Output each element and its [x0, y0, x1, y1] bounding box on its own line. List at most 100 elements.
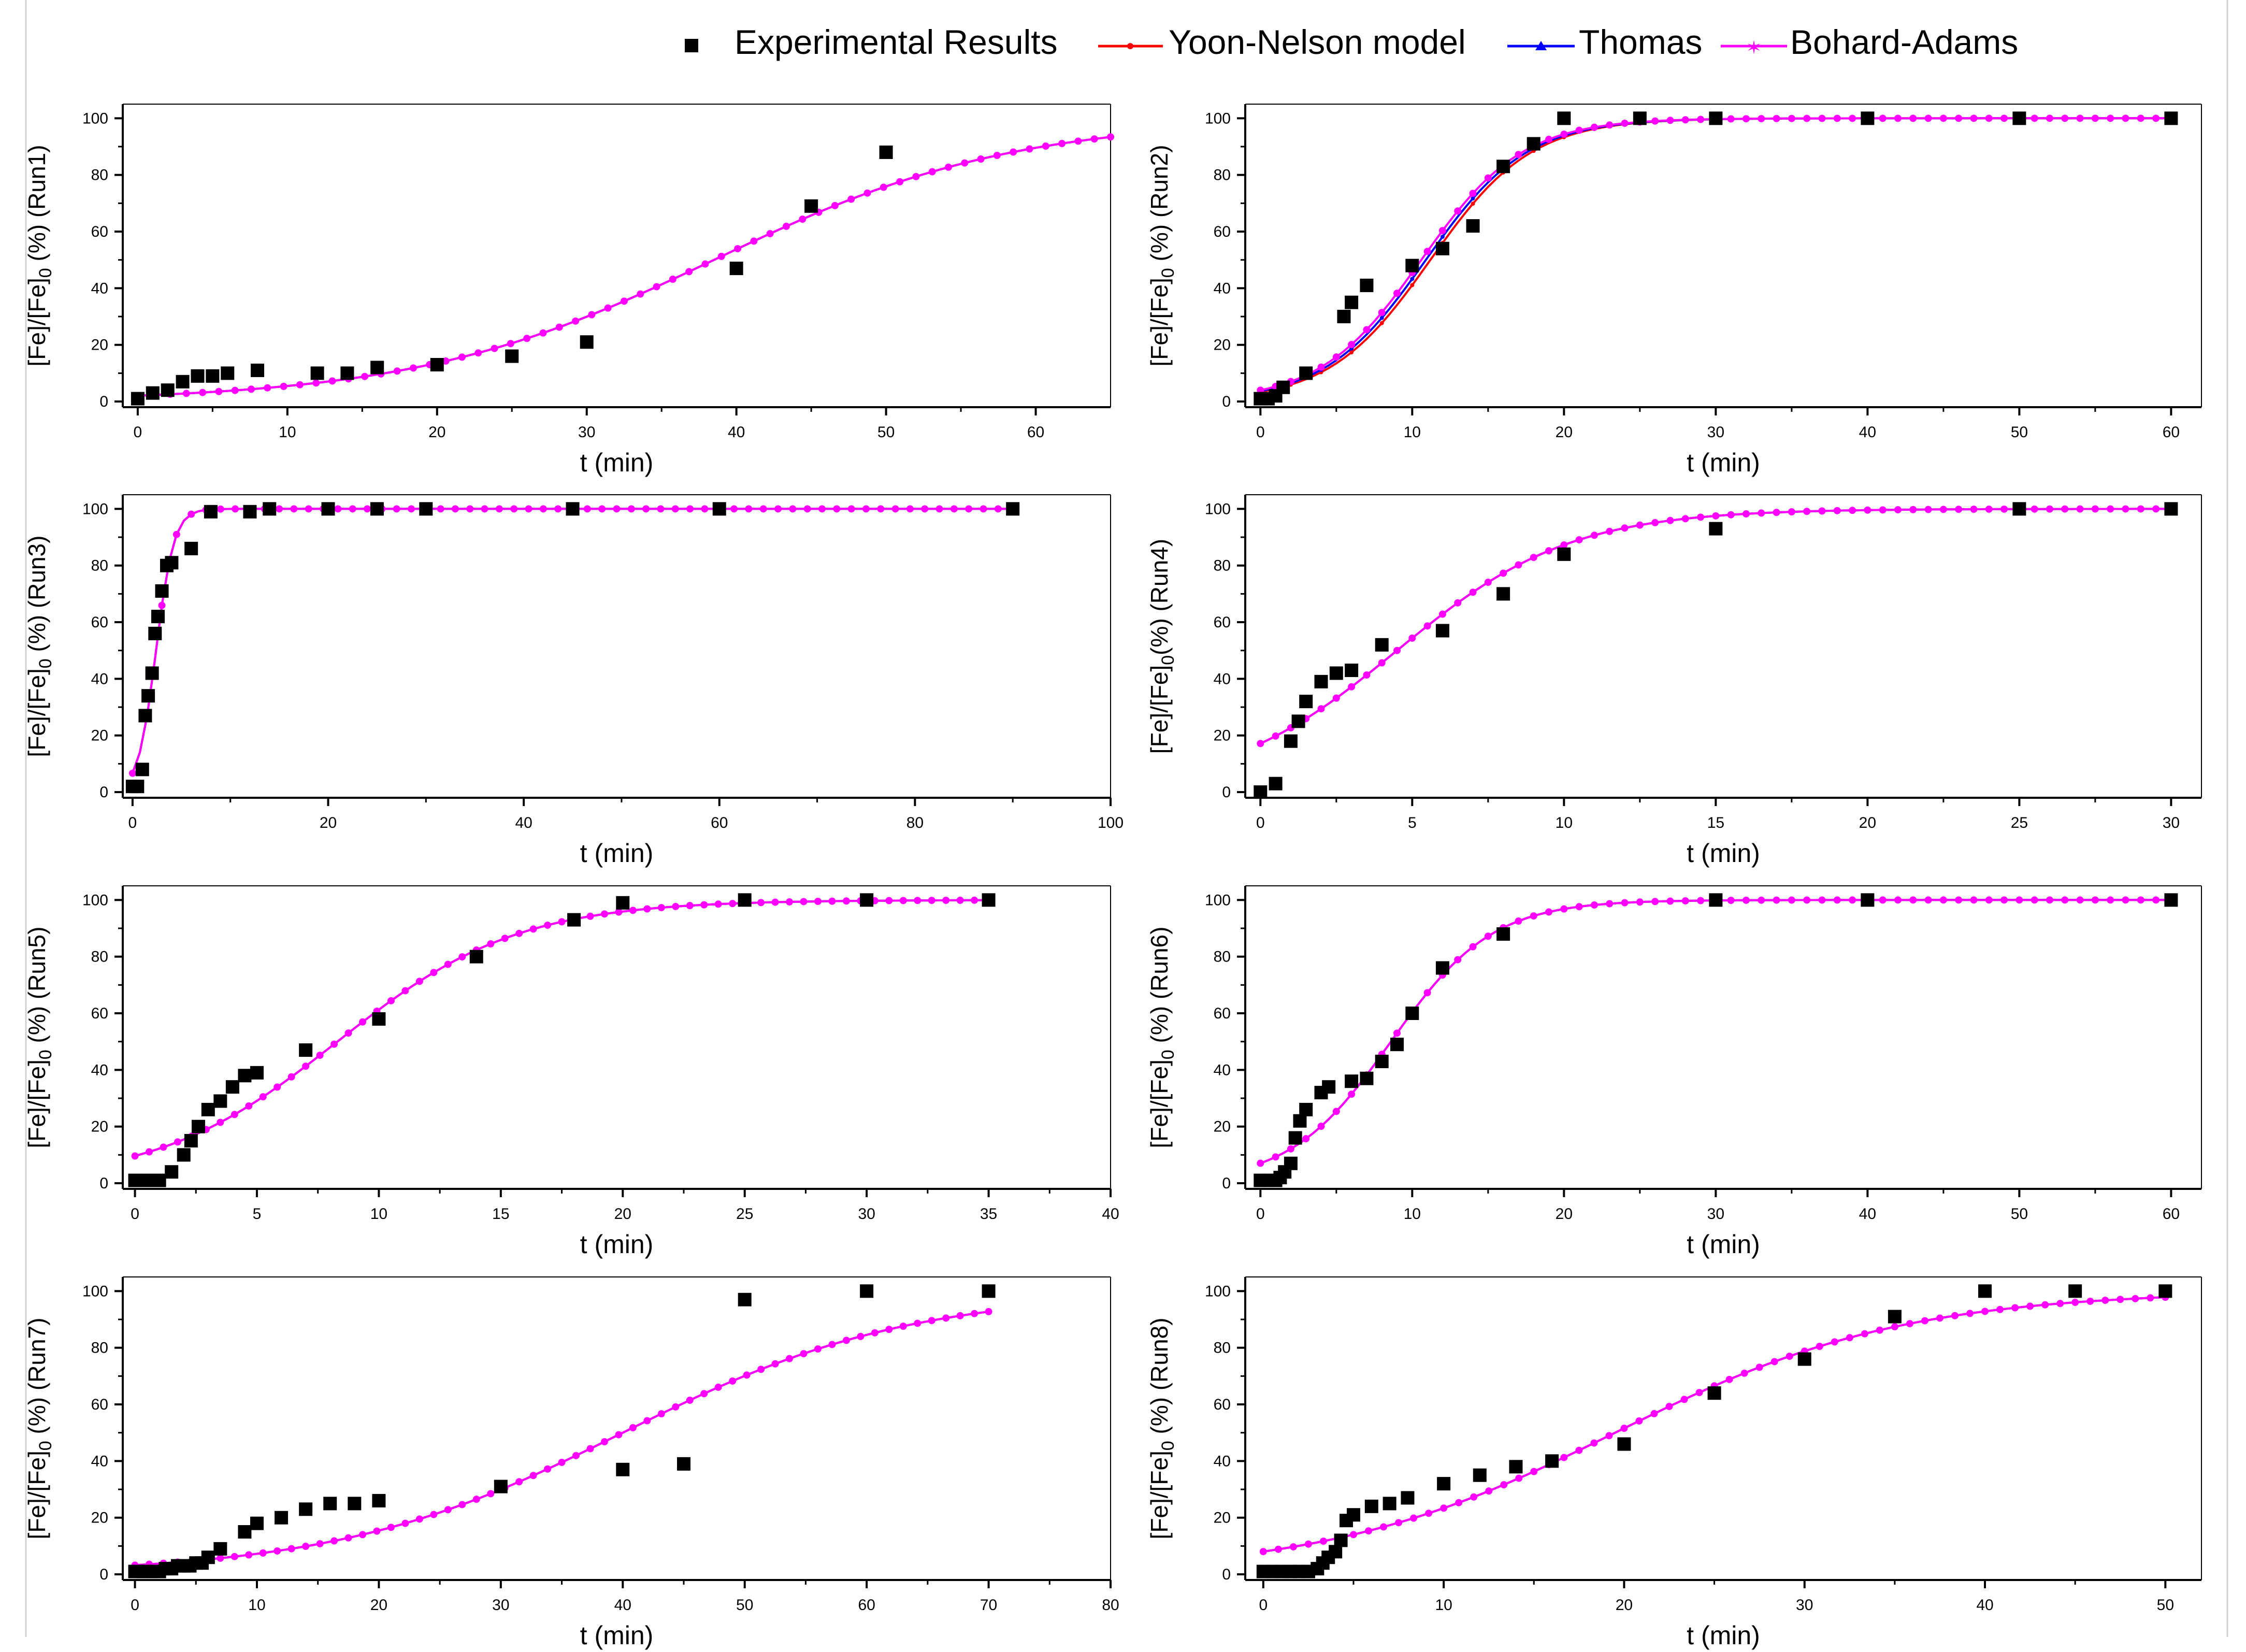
model-marker-star	[643, 905, 651, 913]
y-axis-label: [Fe]/[Fe]0 (%) (Run8)	[1146, 1318, 1178, 1540]
model-marker-star	[757, 1366, 765, 1373]
model-marker-star	[1606, 527, 1614, 535]
y-axis-label-subscript: 0	[1158, 268, 1178, 278]
model-marker-star	[466, 505, 474, 513]
legend-label-experimental: Experimental Results	[735, 23, 1058, 61]
model-marker-star	[1515, 151, 1522, 159]
experimental-point	[148, 626, 162, 640]
model-curve-1	[137, 136, 1111, 397]
experimental-point	[1375, 1054, 1389, 1068]
y-axis-label: [Fe]/[Fe]0 (%) (Run7)	[23, 1318, 55, 1540]
model-marker-star	[686, 505, 694, 513]
experimental-point	[1509, 1460, 1523, 1474]
experimental-point	[1299, 366, 1313, 380]
model-marker-star	[287, 1073, 295, 1081]
x-tick-label: 70	[980, 1597, 997, 1614]
model-curve-2	[137, 136, 1111, 397]
model-marker-star	[1849, 114, 1856, 122]
experimental-point	[1337, 310, 1351, 324]
model-marker-star	[1803, 114, 1811, 122]
model-marker-star	[1590, 901, 1598, 909]
y-tick-label: 100	[82, 500, 108, 518]
x-tick-label: 40	[1976, 1597, 1993, 1614]
model-marker-star	[1833, 114, 1841, 122]
model-marker-star	[231, 1553, 238, 1560]
model-marker-star	[442, 357, 450, 365]
experimental-point	[1299, 695, 1313, 709]
model-marker-star	[1831, 1338, 1838, 1346]
model-marker-star	[1666, 516, 1674, 524]
model-marker-star	[1423, 622, 1431, 630]
y-tick-label: 100	[1205, 892, 1231, 909]
model-marker-star	[2046, 114, 2053, 122]
model-marker-star	[1906, 1320, 1913, 1328]
model-marker-star	[217, 1118, 224, 1126]
model-marker-star	[643, 1417, 651, 1425]
model-marker-star	[1393, 1029, 1401, 1037]
model-marker-star	[586, 912, 594, 920]
model-marker-star	[671, 505, 679, 513]
x-tick-label: 40	[1102, 1205, 1119, 1223]
experimental-point	[676, 1457, 690, 1471]
experimental-point	[1496, 587, 1510, 601]
y-axis-label-suffix: (%) (Run3)	[23, 536, 50, 659]
model-marker-star	[800, 898, 808, 906]
model-marker-star	[928, 1317, 935, 1325]
model-marker-star	[586, 1445, 594, 1453]
model-marker-star	[1332, 353, 1340, 361]
model-marker-star	[217, 505, 224, 513]
model-marker-star	[1410, 1514, 1418, 1522]
experimental-point	[1709, 111, 1723, 125]
model-marker-star	[1287, 1145, 1294, 1153]
x-tick-label: 30	[1796, 1597, 1813, 1614]
experimental-point	[1405, 258, 1419, 272]
model-marker-star	[759, 505, 767, 513]
model-marker-star	[786, 1355, 794, 1362]
experimental-point	[1709, 893, 1723, 907]
experimental-point	[138, 709, 152, 723]
model-marker-star	[1635, 1417, 1643, 1425]
model-marker-star	[1423, 248, 1431, 255]
model-marker-star	[1758, 114, 1765, 122]
model-marker-star	[1909, 896, 1917, 904]
model-marker-star	[2137, 896, 2144, 904]
experimental-point	[1375, 638, 1389, 652]
model-marker-star	[774, 505, 782, 513]
model-marker-star	[1818, 507, 1826, 515]
experimental-point	[1435, 961, 1449, 975]
model-marker-star	[871, 1329, 879, 1337]
model-marker-star	[1590, 531, 1598, 539]
model-marker-star	[131, 1152, 139, 1160]
y-axis-label-suffix: (%) (Run7)	[23, 1318, 50, 1441]
y-tick-label: 80	[1214, 167, 1231, 184]
model-marker-star	[1575, 903, 1583, 911]
model-marker-star	[1651, 519, 1659, 526]
model-marker-star	[410, 364, 417, 372]
model-marker-star	[928, 168, 936, 176]
model-marker-star	[1454, 956, 1462, 964]
model-curve-0	[132, 508, 1013, 774]
model-marker-star	[1697, 116, 1705, 123]
x-tick-label: 50	[877, 424, 895, 441]
model-marker-star	[1469, 190, 1477, 197]
experimental-point	[616, 896, 630, 910]
model-marker-star	[1438, 227, 1446, 235]
y-tick-label: 80	[91, 949, 108, 966]
model-marker-star	[1026, 145, 1033, 153]
x-tick-label: 15	[492, 1205, 509, 1223]
model-marker-star	[510, 505, 518, 513]
panel-run5: 0 5 10 15 20 25 30 35 40 0 20 40 60 80 100 t (min) [Fe]/…	[23, 885, 1119, 1259]
model-marker-star	[1289, 1543, 1297, 1550]
experimental-point	[201, 1550, 215, 1564]
model-marker-star	[1921, 1317, 1928, 1325]
experimental-point	[1291, 714, 1305, 728]
model-marker-star	[714, 1383, 722, 1391]
experimental-point	[1496, 160, 1510, 174]
y-tick-label: 80	[1214, 557, 1231, 574]
legend-label-yoon-nelson: Yoon-Nelson model	[1169, 23, 1466, 61]
model-marker-0	[1471, 202, 1475, 206]
y-tick-label: 40	[1214, 1453, 1231, 1470]
experimental-point	[370, 361, 384, 375]
model-marker-star	[359, 1018, 367, 1026]
legend-marker-star: ✶	[1746, 37, 1762, 58]
